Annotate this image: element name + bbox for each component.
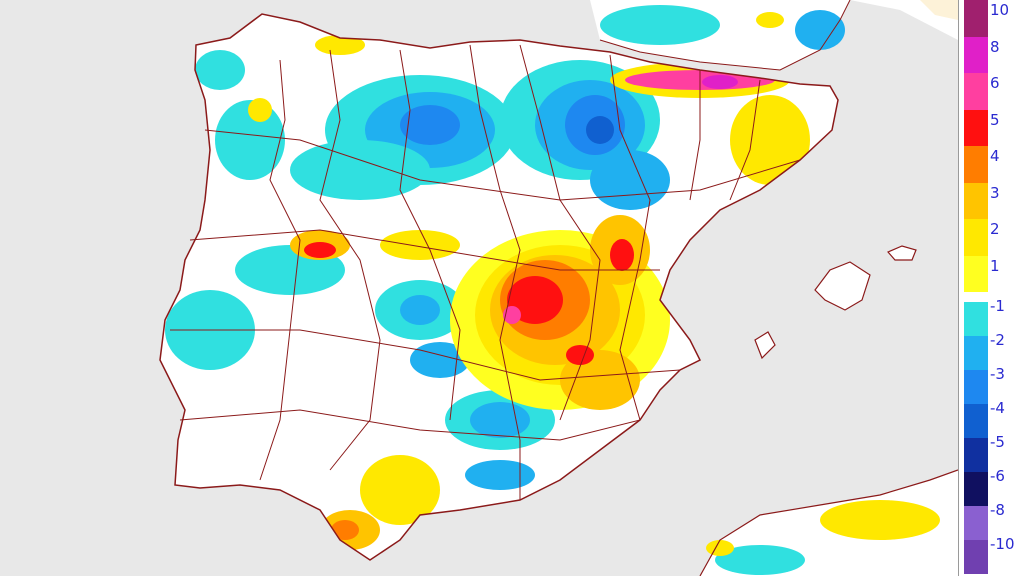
- legend-label: 10: [990, 1, 1010, 19]
- legend-swatch-negative: [964, 540, 988, 574]
- legend-label: -5: [990, 433, 1005, 451]
- anomaly-map: [159, 0, 958, 576]
- legend-label: 2: [990, 220, 1000, 238]
- legend-swatch-positive: [964, 73, 988, 110]
- legend-label: -6: [990, 467, 1005, 485]
- legend-swatch-negative: [964, 336, 988, 370]
- legend-swatch-negative: [964, 472, 988, 506]
- legend-label: 3: [990, 183, 1000, 202]
- france-border: [599, 0, 851, 71]
- legend-swatch-positive: [964, 0, 988, 37]
- legend-label: -2: [990, 331, 1005, 349]
- legend-swatch-positive: [964, 219, 988, 256]
- legend-label: -3: [990, 365, 1005, 383]
- legend-swatch-positive: [964, 182, 988, 219]
- legend-label: -8: [990, 501, 1005, 519]
- legend-label: 6: [990, 74, 1000, 92]
- france-landmass-right: [920, 0, 958, 20]
- legend-swatch-negative: [964, 438, 988, 472]
- legend-swatch-positive: [964, 146, 988, 183]
- ibiza-island: [754, 331, 776, 360]
- legend-label: 5: [990, 110, 1000, 129]
- legend-label: 1: [990, 256, 1000, 275]
- legend-label: -1: [990, 297, 1005, 315]
- menorca-island: [887, 245, 917, 261]
- legend-label: 8: [990, 37, 1000, 56]
- legend-swatch-negative: [964, 404, 988, 438]
- color-legend: 10 8 6 5 4 3 2 1 -1 -2 -3 -4 -5 -6 -8 -10: [958, 0, 1024, 576]
- africa-coastline: [699, 469, 958, 576]
- legend-swatch-negative: [964, 506, 988, 540]
- legend-swatch-negative: [964, 370, 988, 404]
- legend-label: 4: [990, 147, 1000, 165]
- iberia-coastline: [159, 13, 839, 561]
- province-borders: [170, 44, 801, 500]
- legend-swatch-positive: [964, 255, 988, 292]
- legend-swatch-positive: [964, 36, 988, 73]
- legend-swatch-negative: [964, 302, 988, 336]
- legend-label: -4: [990, 399, 1005, 417]
- legend-swatch-positive: [964, 109, 988, 146]
- map-svg: [159, 0, 958, 576]
- legend-label: -10: [990, 535, 1015, 553]
- mallorca-island: [814, 261, 871, 311]
